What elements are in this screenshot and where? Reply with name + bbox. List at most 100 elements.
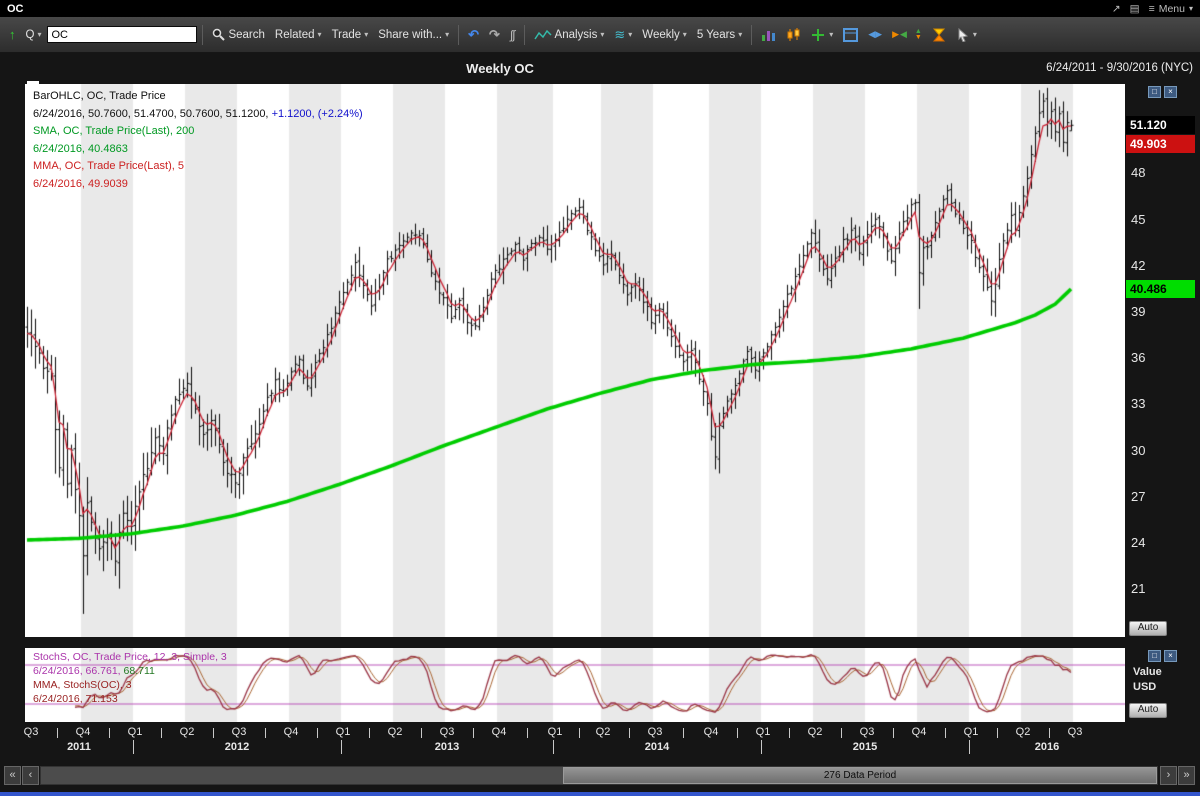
menu-button[interactable]: ≡ Menu ▾ [1149, 3, 1193, 15]
y-axis-label: 39 [1131, 303, 1146, 319]
popout-icon[interactable]: ↗ [1111, 2, 1121, 15]
x-axis-year-label: 2015 [852, 741, 878, 753]
x-axis-quarter-label: Q3 [23, 726, 39, 738]
search-button[interactable]: Search [208, 25, 268, 44]
chevron-down-icon: ▾ [829, 29, 834, 39]
main-price-chart[interactable] [25, 84, 1125, 637]
trade-button[interactable]: Trade ▾ [328, 26, 373, 44]
toolbar-separator [202, 24, 204, 45]
horizontal-expand-button[interactable]: ◀▶ [864, 26, 886, 43]
x-axis-quarter-label: Q1 [335, 726, 351, 738]
range-label: 5 Years [696, 28, 736, 41]
x-axis-quarter-label: Q1 [755, 726, 771, 738]
main-pane-close-icon[interactable]: × [1164, 86, 1177, 98]
x-axis-separator [161, 728, 162, 738]
share-with-button[interactable]: Share with... ▾ [374, 26, 453, 44]
scrollbar-track[interactable]: 276 Data Period [40, 766, 1158, 785]
chevron-down-icon: ▾ [364, 29, 369, 39]
x-axis-year-label: 2014 [644, 741, 670, 753]
candlestick-icon [787, 27, 800, 41]
undo-button[interactable]: ↶ [468, 26, 480, 42]
x-axis-separator [473, 728, 474, 738]
up-down-arrows-icon: ▲ ▼ [914, 27, 922, 41]
quote-button[interactable]: Q ▾ [22, 26, 46, 44]
scroll-last-button[interactable]: » [1178, 766, 1195, 785]
chevron-down-icon: ▾ [1188, 3, 1193, 13]
redo-button[interactable]: ↷ [489, 26, 500, 42]
y-axis-label: 33 [1131, 396, 1146, 412]
triangle-up-icon: ▲ [914, 27, 922, 35]
x-axis-quarter-label: Q4 [283, 726, 299, 738]
x-axis-separator [789, 728, 790, 738]
legend-stoch-series: StochS, OC, Trade Price, 12, 3, Simple, … [33, 651, 227, 663]
date-range: 6/24/2011 - 9/30/2016 (NYC) [1046, 62, 1193, 74]
toolbar-separator [523, 24, 525, 45]
x-axis-quarter-label: Q4 [491, 726, 507, 738]
sub-pane-close-icon[interactable]: × [1164, 650, 1177, 662]
chevron-down-icon: ▾ [628, 29, 633, 39]
layout-window-button[interactable] [839, 25, 862, 45]
legend-stoch-mma-series: MMA, StochS(OC), 3 [33, 679, 132, 691]
x-axis-quarter-label: Q2 [595, 726, 611, 738]
price-tag: 51.120 [1126, 116, 1195, 135]
scroll-next-button[interactable]: › [1160, 766, 1177, 785]
trade-label: Trade [331, 28, 362, 41]
compress-button[interactable]: ▶ ◀ [888, 26, 909, 43]
legend-sma-series: SMA, OC, Trade Price(Last), 200 [33, 125, 195, 137]
chevron-down-icon: ▾ [682, 29, 687, 39]
candlestick-button[interactable] [782, 25, 805, 45]
zigzag-line-icon [533, 29, 552, 39]
range-button[interactable]: 5 Years ▾ [693, 26, 746, 44]
period-button[interactable]: Weekly ▾ [638, 26, 691, 44]
window-title: OC [7, 2, 24, 15]
x-axis-quarter-label: Q1 [547, 726, 563, 738]
pointer-mode-button[interactable]: ▾ [952, 25, 981, 45]
x-axis-quarter-label: Q1 [127, 726, 143, 738]
x-axis-separator [737, 728, 738, 738]
time-interval-button[interactable] [928, 25, 950, 45]
curve-tools-icon[interactable]: ∫∫ [509, 27, 516, 42]
main-chart-legend: BarOHLC, OC, Trade Price 6/24/2016, 50.7… [33, 88, 363, 193]
main-auto-scale-button[interactable]: Auto [1129, 621, 1167, 636]
scrollbar-thumb[interactable]: 276 Data Period [563, 767, 1157, 784]
y-axis-label: 45 [1131, 211, 1146, 227]
chart-type-button[interactable] [757, 25, 780, 45]
x-axis-year-label: 2016 [1034, 741, 1060, 753]
x-axis-year-label: 2013 [434, 741, 460, 753]
x-axis-quarter-label: Q3 [231, 726, 247, 738]
x-axis-year-tick [969, 740, 970, 754]
x-axis-separator [421, 728, 422, 738]
legend-bar-values: 6/24/2016, 50.7600, 51.4700, 50.7600, 51… [33, 107, 269, 120]
layout-icon[interactable]: ▤ [1129, 2, 1140, 15]
x-axis-quarter-label: Q3 [1067, 726, 1083, 738]
sub-pane-restore-icon[interactable]: □ [1148, 650, 1161, 662]
scroll-prev-button[interactable]: ‹ [22, 766, 39, 785]
y-axis-label: 21 [1131, 581, 1146, 597]
sub-chart-legend: StochS, OC, Trade Price, 12, 3, Simple, … [33, 650, 227, 706]
sub-auto-scale-button[interactable]: Auto [1129, 703, 1167, 718]
up-arrow-icon: ↑ [9, 27, 16, 42]
x-axis-separator [629, 728, 630, 738]
related-button[interactable]: Related ▾ [271, 26, 326, 44]
plot-position-marker [27, 81, 39, 84]
symbol-input[interactable] [47, 26, 198, 43]
vertical-expand-button[interactable]: ▲ ▼ [911, 26, 926, 44]
scroll-first-button[interactable]: « [4, 766, 21, 785]
main-pane-restore-icon[interactable]: □ [1148, 86, 1161, 98]
legend-stoch-mma-value: 6/24/2016, 71.153 [33, 693, 118, 705]
x-axis-year-label: 2011 [67, 741, 91, 753]
stochastic-sub-chart[interactable] [25, 648, 1125, 722]
x-axis-separator [579, 728, 580, 738]
hourglass-icon [932, 28, 945, 41]
crosshair-button[interactable]: ▾ [807, 25, 837, 45]
title-bar: OC ↗ ▤ ≡ Menu ▾ [0, 0, 1200, 17]
analysis-button[interactable]: Analysis ▾ [530, 26, 609, 44]
y-axis-label: 48 [1131, 165, 1146, 181]
quote-label: Q [25, 28, 35, 41]
chevron-down-icon: ▾ [738, 29, 743, 39]
period-label: Weekly [642, 28, 680, 41]
share-label: Share with... [378, 28, 443, 41]
legend-stoch-k-value: 6/24/2016, 66.761, [33, 665, 121, 677]
waves-button[interactable]: ≋ ▾ [610, 24, 636, 46]
